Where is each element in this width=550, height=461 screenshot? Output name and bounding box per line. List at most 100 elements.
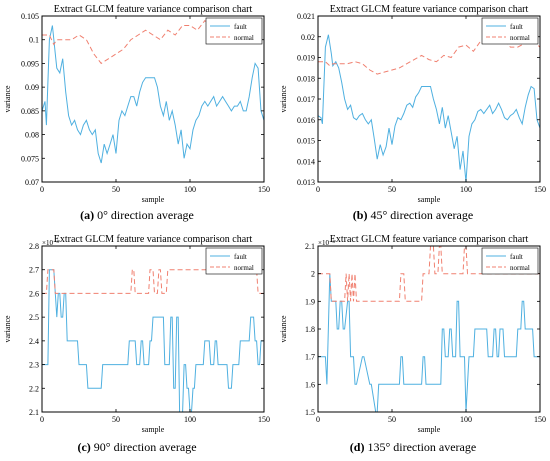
y-tick-label: 2.1 <box>305 242 315 251</box>
legend-label-normal: normal <box>234 34 254 42</box>
chart-svg: Extract GLCM feature variance comparison… <box>279 234 546 434</box>
chart-panel-b: Extract GLCM feature variance comparison… <box>276 0 550 211</box>
y-axis-label: variance <box>279 85 288 113</box>
legend: fault normal <box>205 247 263 275</box>
y-tick-label: 0.017 <box>297 95 315 104</box>
y-tick-label: 2.1 <box>29 408 39 417</box>
y-axis-label: variance <box>3 85 12 113</box>
series-line-fault <box>318 34 540 182</box>
y-tick-label: 2.2 <box>29 384 39 393</box>
y-tick-label: 1.6 <box>305 380 315 389</box>
plot-frame <box>41 15 265 183</box>
legend-label-normal: normal <box>510 264 530 272</box>
x-axis-label: sample <box>418 425 441 434</box>
series-line-normal <box>318 246 540 302</box>
y-tick-label: 1.8 <box>305 325 315 334</box>
caption-letter: (a) <box>80 208 95 222</box>
x-tick-label: 100 <box>460 415 472 424</box>
y-axis-label: variance <box>279 315 288 343</box>
series-line-fault <box>42 25 264 164</box>
chart-svg: Extract GLCM feature variance comparison… <box>3 4 270 204</box>
y-tick-label: 0.02 <box>301 33 315 42</box>
y-tick-label: 1.7 <box>305 353 315 362</box>
x-tick-label: 150 <box>258 415 270 424</box>
y-tick-label: 0.015 <box>297 137 315 146</box>
y-tick-label: 0.1 <box>29 36 39 45</box>
series-line-fault <box>318 273 540 412</box>
x-tick-label: 0 <box>40 415 44 424</box>
legend: fault normal <box>481 247 539 275</box>
caption-text: 135° direction average <box>364 440 477 454</box>
caption-b: (b) 45° direction average <box>276 208 550 223</box>
y-tick-label: 0.018 <box>297 74 315 83</box>
x-tick-label: 100 <box>184 415 196 424</box>
legend-box <box>205 247 263 275</box>
y-exponent-label: ×10⁻³ <box>42 239 59 247</box>
y-tick-label: 0.021 <box>297 12 315 21</box>
y-tick-label: 2.6 <box>29 289 39 298</box>
caption-d: (d) 135° direction average <box>276 440 550 455</box>
legend: fault normal <box>205 17 263 45</box>
y-tick-label: 0.105 <box>21 12 39 21</box>
y-tick-label: 0.08 <box>25 131 39 140</box>
y-tick-label: 0.016 <box>297 116 315 125</box>
x-tick-label: 150 <box>534 415 546 424</box>
caption-c: (c) 90° direction average <box>0 440 274 455</box>
x-tick-label: 50 <box>112 415 120 424</box>
legend-label-fault: fault <box>234 253 247 261</box>
caption-letter: (c) <box>77 440 91 454</box>
x-tick-label: 150 <box>534 185 546 194</box>
x-axis-label: sample <box>418 195 441 204</box>
y-tick-label: 0.014 <box>297 157 315 166</box>
y-tick-label: 2.8 <box>29 242 39 251</box>
y-tick-label: 2.4 <box>29 337 39 346</box>
x-tick-label: 100 <box>460 185 472 194</box>
x-tick-label: 0 <box>316 185 320 194</box>
legend-box <box>205 17 263 45</box>
caption-letter: (b) <box>352 208 368 222</box>
x-axis-label: sample <box>142 425 165 434</box>
caption-text: 90° direction average <box>90 440 197 454</box>
chart-panel-a: Extract GLCM feature variance comparison… <box>0 0 274 211</box>
chart-title: Extract GLCM feature variance comparison… <box>330 4 529 15</box>
legend-label-fault: fault <box>234 23 247 31</box>
y-tick-label: 0.019 <box>297 54 315 63</box>
series-line-fault <box>42 269 264 412</box>
caption-a: (a) 0° direction average <box>0 208 274 223</box>
y-tick-label: 0.095 <box>21 59 39 68</box>
series-line-normal <box>42 269 264 294</box>
x-tick-label: 0 <box>316 415 320 424</box>
x-tick-label: 0 <box>40 185 44 194</box>
plot-frame <box>41 245 265 413</box>
chart-svg: Extract GLCM feature variance comparison… <box>279 4 546 204</box>
y-axis-label: variance <box>3 315 12 343</box>
y-tick-label: 0.013 <box>297 178 315 187</box>
y-tick-label: 0.085 <box>21 107 39 116</box>
y-tick-label: 2.5 <box>29 313 39 322</box>
y-exponent-label: ×10⁻³ <box>318 239 335 247</box>
legend: fault normal <box>481 17 539 45</box>
y-tick-label: 0.09 <box>25 83 39 92</box>
caption-text: 45° direction average <box>367 208 474 222</box>
x-axis-label: sample <box>142 195 165 204</box>
chart-panel-c: Extract GLCM feature variance comparison… <box>0 230 274 441</box>
caption-letter: (d) <box>349 440 365 454</box>
legend-box <box>481 17 539 45</box>
y-tick-label: 1.5 <box>305 408 315 417</box>
y-tick-label: 0.075 <box>21 154 39 163</box>
y-tick-label: 2 <box>311 270 315 279</box>
chart-title: Extract GLCM feature variance comparison… <box>54 4 253 15</box>
x-tick-label: 50 <box>388 415 396 424</box>
chart-title: Extract GLCM feature variance comparison… <box>54 234 253 245</box>
y-tick-label: 2.3 <box>29 361 39 370</box>
x-tick-label: 50 <box>388 185 396 194</box>
y-tick-label: 1.9 <box>305 297 315 306</box>
legend-label-normal: normal <box>510 34 530 42</box>
y-tick-label: 0.07 <box>25 178 39 187</box>
x-tick-label: 100 <box>184 185 196 194</box>
chart-panel-d: Extract GLCM feature variance comparison… <box>276 230 550 441</box>
x-tick-label: 150 <box>258 185 270 194</box>
legend-box <box>481 247 539 275</box>
legend-label-fault: fault <box>510 253 523 261</box>
caption-text: 0° direction average <box>94 208 194 222</box>
